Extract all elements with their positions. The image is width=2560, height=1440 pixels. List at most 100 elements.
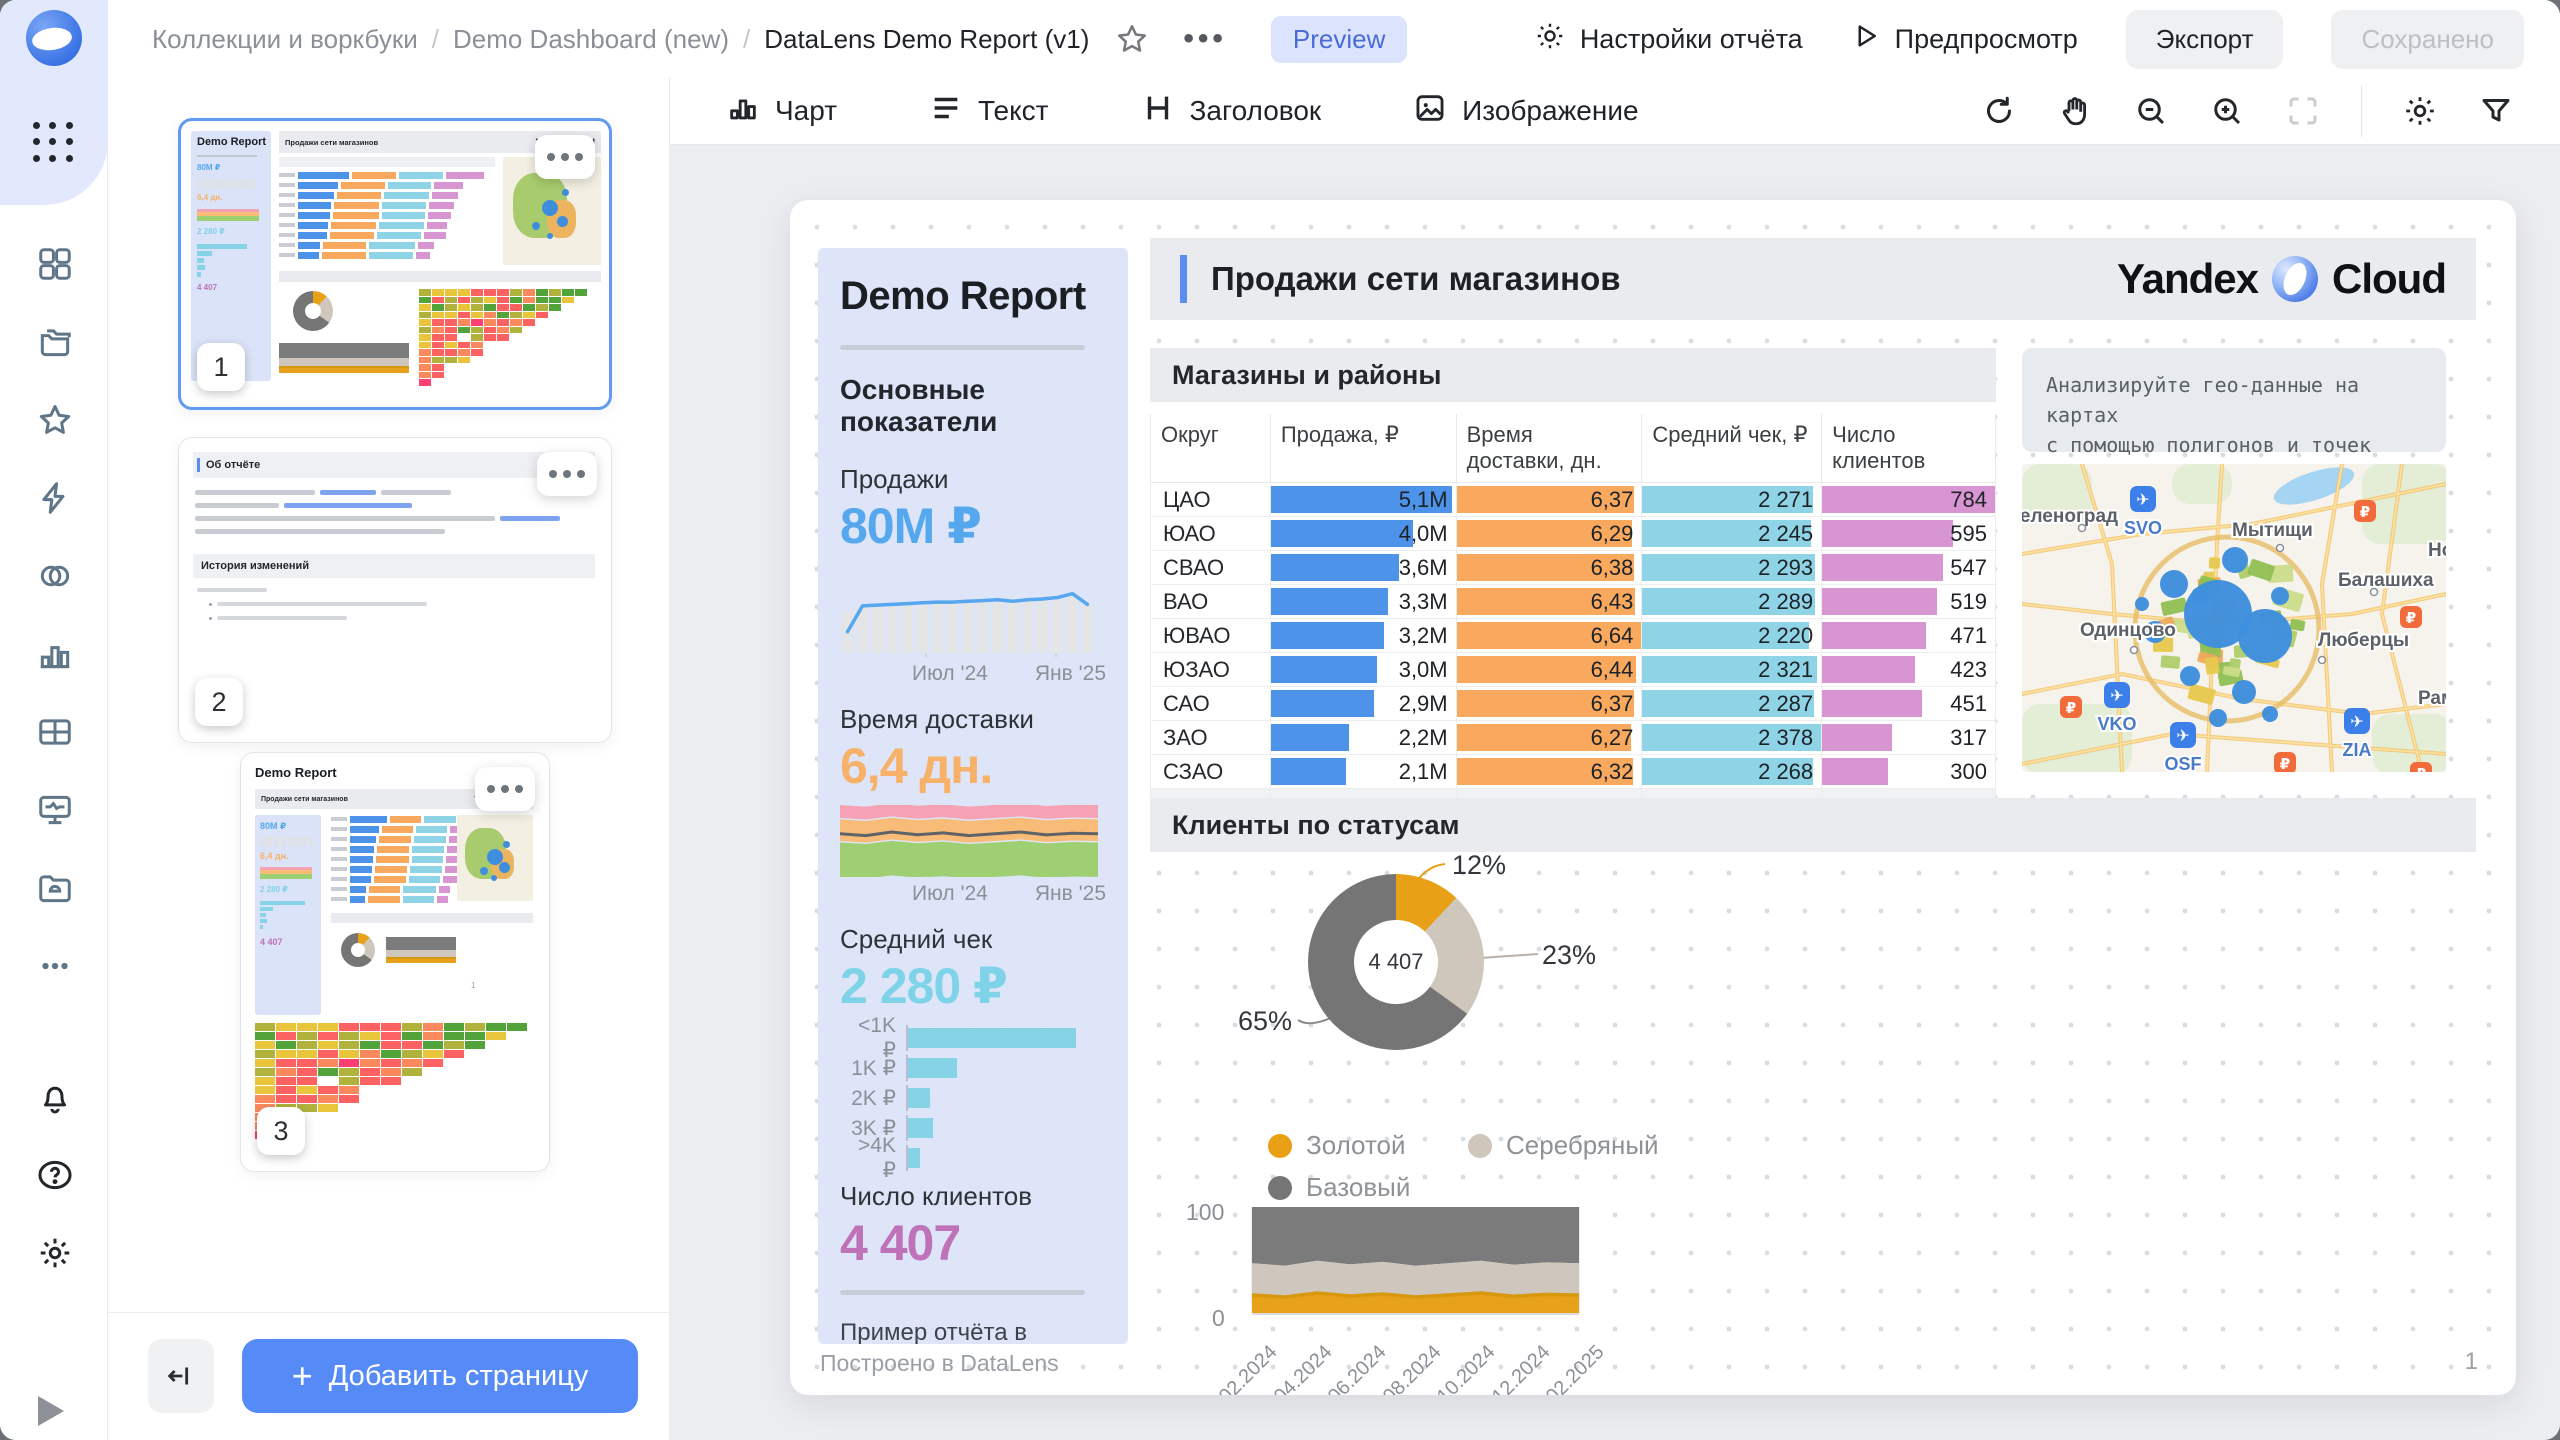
- gear-icon: [1534, 20, 1566, 59]
- breadcrumb-collections[interactable]: Коллекции и воркбуки: [152, 23, 418, 54]
- mini-heat-cell: [423, 1041, 443, 1049]
- insert-image-button[interactable]: Изображение: [1413, 91, 1639, 132]
- svg-text:✈: ✈: [2136, 492, 2149, 509]
- datalens-logo[interactable]: [26, 10, 82, 66]
- sales-sparkline-chart: [842, 591, 1093, 659]
- status-donut-chart: 4 407 12% 23% 65% Золотой Серебряный Баз…: [1150, 850, 1710, 1208]
- mini-heat-cell: [445, 334, 457, 341]
- add-page-button[interactable]: + Добавить страницу: [242, 1339, 638, 1413]
- mini-heat-cell: [510, 304, 522, 311]
- monitoring-icon[interactable]: [36, 791, 74, 829]
- tables-icon[interactable]: [36, 713, 74, 751]
- collapse-panel-button[interactable]: [148, 1339, 214, 1413]
- mini-heat-cell: [318, 1059, 338, 1067]
- mini-text: 80М ₽: [260, 821, 287, 831]
- mini-heat-cell: [297, 1086, 317, 1094]
- geo-note: Анализируйте гео-данные на картах с помо…: [2022, 348, 2446, 457]
- geo-map[interactable]: Зеленоград Мытищи Балашиха Одинцово Люберцы Р…: [2022, 464, 2446, 772]
- mini-kpi-column: Demo Report 80М ₽ 6,4 дн. 2 280 ₽ 4 407: [191, 131, 271, 381]
- connections-lightning-icon[interactable]: [36, 479, 74, 517]
- expand-rail-icon[interactable]: [38, 1396, 64, 1426]
- preview-badge[interactable]: Preview: [1270, 15, 1408, 63]
- storage-folder-icon[interactable]: [36, 869, 74, 907]
- legend-silver[interactable]: Серебряный: [1468, 1130, 1659, 1161]
- mini-heat-cell: [255, 1050, 275, 1058]
- page-3-number-badge: 3: [257, 1107, 305, 1155]
- image-icon: [1413, 91, 1447, 132]
- filter-funnel-icon[interactable]: [2478, 93, 2514, 129]
- mini-heat-cell: [575, 289, 587, 296]
- apps-grid-icon[interactable]: [33, 122, 75, 164]
- mini-heat-cell: [444, 1023, 464, 1031]
- donut-center-value: 4 407: [1368, 949, 1424, 974]
- preview-button[interactable]: Предпросмотр: [1851, 21, 2078, 58]
- charts-icon[interactable]: [36, 635, 74, 673]
- svg-text:Одинцово: Одинцово: [2080, 620, 2176, 641]
- zoom-out-icon[interactable]: [2133, 93, 2169, 129]
- page-1-menu-icon[interactable]: [535, 135, 595, 179]
- kpi-avg-check-label: Средний чек: [840, 924, 993, 954]
- mini-heat-cell: [562, 296, 574, 303]
- mini-heat-cell: [339, 1068, 359, 1076]
- refresh-icon[interactable]: [1981, 93, 2017, 129]
- report-canvas[interactable]: Demo Report Основные показатели Продажи …: [670, 145, 2560, 1440]
- plus-icon: +: [291, 1355, 313, 1396]
- svg-text:Балашиха: Балашиха: [2338, 570, 2434, 591]
- stores-section-title: Магазины и районы: [1150, 348, 1996, 402]
- left-rail: [0, 0, 108, 1440]
- favorite-star-icon[interactable]: [1115, 22, 1149, 56]
- mini-table-row: [279, 231, 447, 239]
- stores-table-row: СВАО 3,6M 6,38 2 293 547: [1150, 550, 1996, 585]
- toolbar-divider: [2361, 85, 2362, 137]
- settings-gear-icon[interactable]: [36, 1234, 74, 1272]
- breadcrumb-dashboard[interactable]: Demo Dashboard (new): [452, 23, 729, 54]
- mini-heat-cell: [419, 349, 431, 356]
- report-settings-button[interactable]: Настройки отчёта: [1534, 20, 1803, 59]
- mini-heat-cell: [458, 311, 470, 318]
- report-page[interactable]: Demo Report Основные показатели Продажи …: [790, 200, 2516, 1395]
- dashboards-icon[interactable]: [36, 245, 74, 283]
- export-button[interactable]: Экспорт: [2125, 9, 2284, 69]
- mini-heat-cell: [432, 334, 444, 341]
- avg-check-row: 2K ₽: [840, 1085, 1106, 1111]
- page-3-menu-icon[interactable]: [475, 767, 535, 811]
- mini-heat-cell: [523, 304, 535, 311]
- page-settings-gear-icon[interactable]: [2402, 93, 2438, 129]
- mini-heat-cell: [432, 289, 444, 296]
- page-thumbnail-1[interactable]: Demo Report 80М ₽ 6,4 дн. 2 280 ₽ 4 407 Прода…: [178, 118, 612, 410]
- more-menu-icon[interactable]: •••: [1183, 22, 1227, 55]
- page-thumbnail-2[interactable]: Об отчёте История изменений 2: [178, 437, 612, 743]
- area-x-labels: 01.02.2024 01.04.2024 01.06.2024 01.08.2024…: [1195, 1341, 1609, 1395]
- mini-text: Demo Report: [255, 765, 337, 780]
- mini-heat-cell: [381, 1041, 401, 1049]
- kpi-sales-label: Продажи: [840, 464, 949, 494]
- zoom-in-icon[interactable]: [2209, 93, 2245, 129]
- collections-icon[interactable]: [36, 323, 74, 361]
- more-services-icon[interactable]: [36, 947, 74, 985]
- insert-text-button[interactable]: Текст: [929, 91, 1049, 132]
- favorites-icon[interactable]: [36, 401, 74, 439]
- legend-base[interactable]: Базовый: [1268, 1172, 1410, 1203]
- insert-chart-button[interactable]: Чарт: [726, 91, 837, 132]
- mini-heat-cell: [471, 304, 483, 311]
- mini-heat-cell: [465, 1041, 485, 1049]
- mini-heat-cell: [276, 1068, 296, 1076]
- sales-axis: Июл '24 Янв '25: [912, 662, 1106, 685]
- svg-text:₽: ₽: [2066, 700, 2076, 717]
- datasets-icon[interactable]: [36, 557, 74, 595]
- mini-heat-cell: [419, 334, 431, 341]
- mini-heat-cell: [318, 1050, 338, 1058]
- mini-heat-cell: [276, 1095, 296, 1103]
- legend-gold[interactable]: Золотой: [1268, 1130, 1406, 1161]
- pan-hand-icon[interactable]: [2057, 93, 2093, 129]
- mini-heat-cell: [318, 1041, 338, 1049]
- mini-heat-cell: [297, 1050, 317, 1058]
- mini-heat-cell: [402, 1032, 422, 1040]
- mini-heat-cell: [360, 1077, 380, 1085]
- mini-heat-cell: [381, 1050, 401, 1058]
- insert-heading-button[interactable]: Заголовок: [1141, 91, 1321, 132]
- page-2-menu-icon[interactable]: [537, 452, 597, 496]
- notifications-bell-icon[interactable]: [36, 1078, 74, 1116]
- help-icon[interactable]: [36, 1156, 74, 1194]
